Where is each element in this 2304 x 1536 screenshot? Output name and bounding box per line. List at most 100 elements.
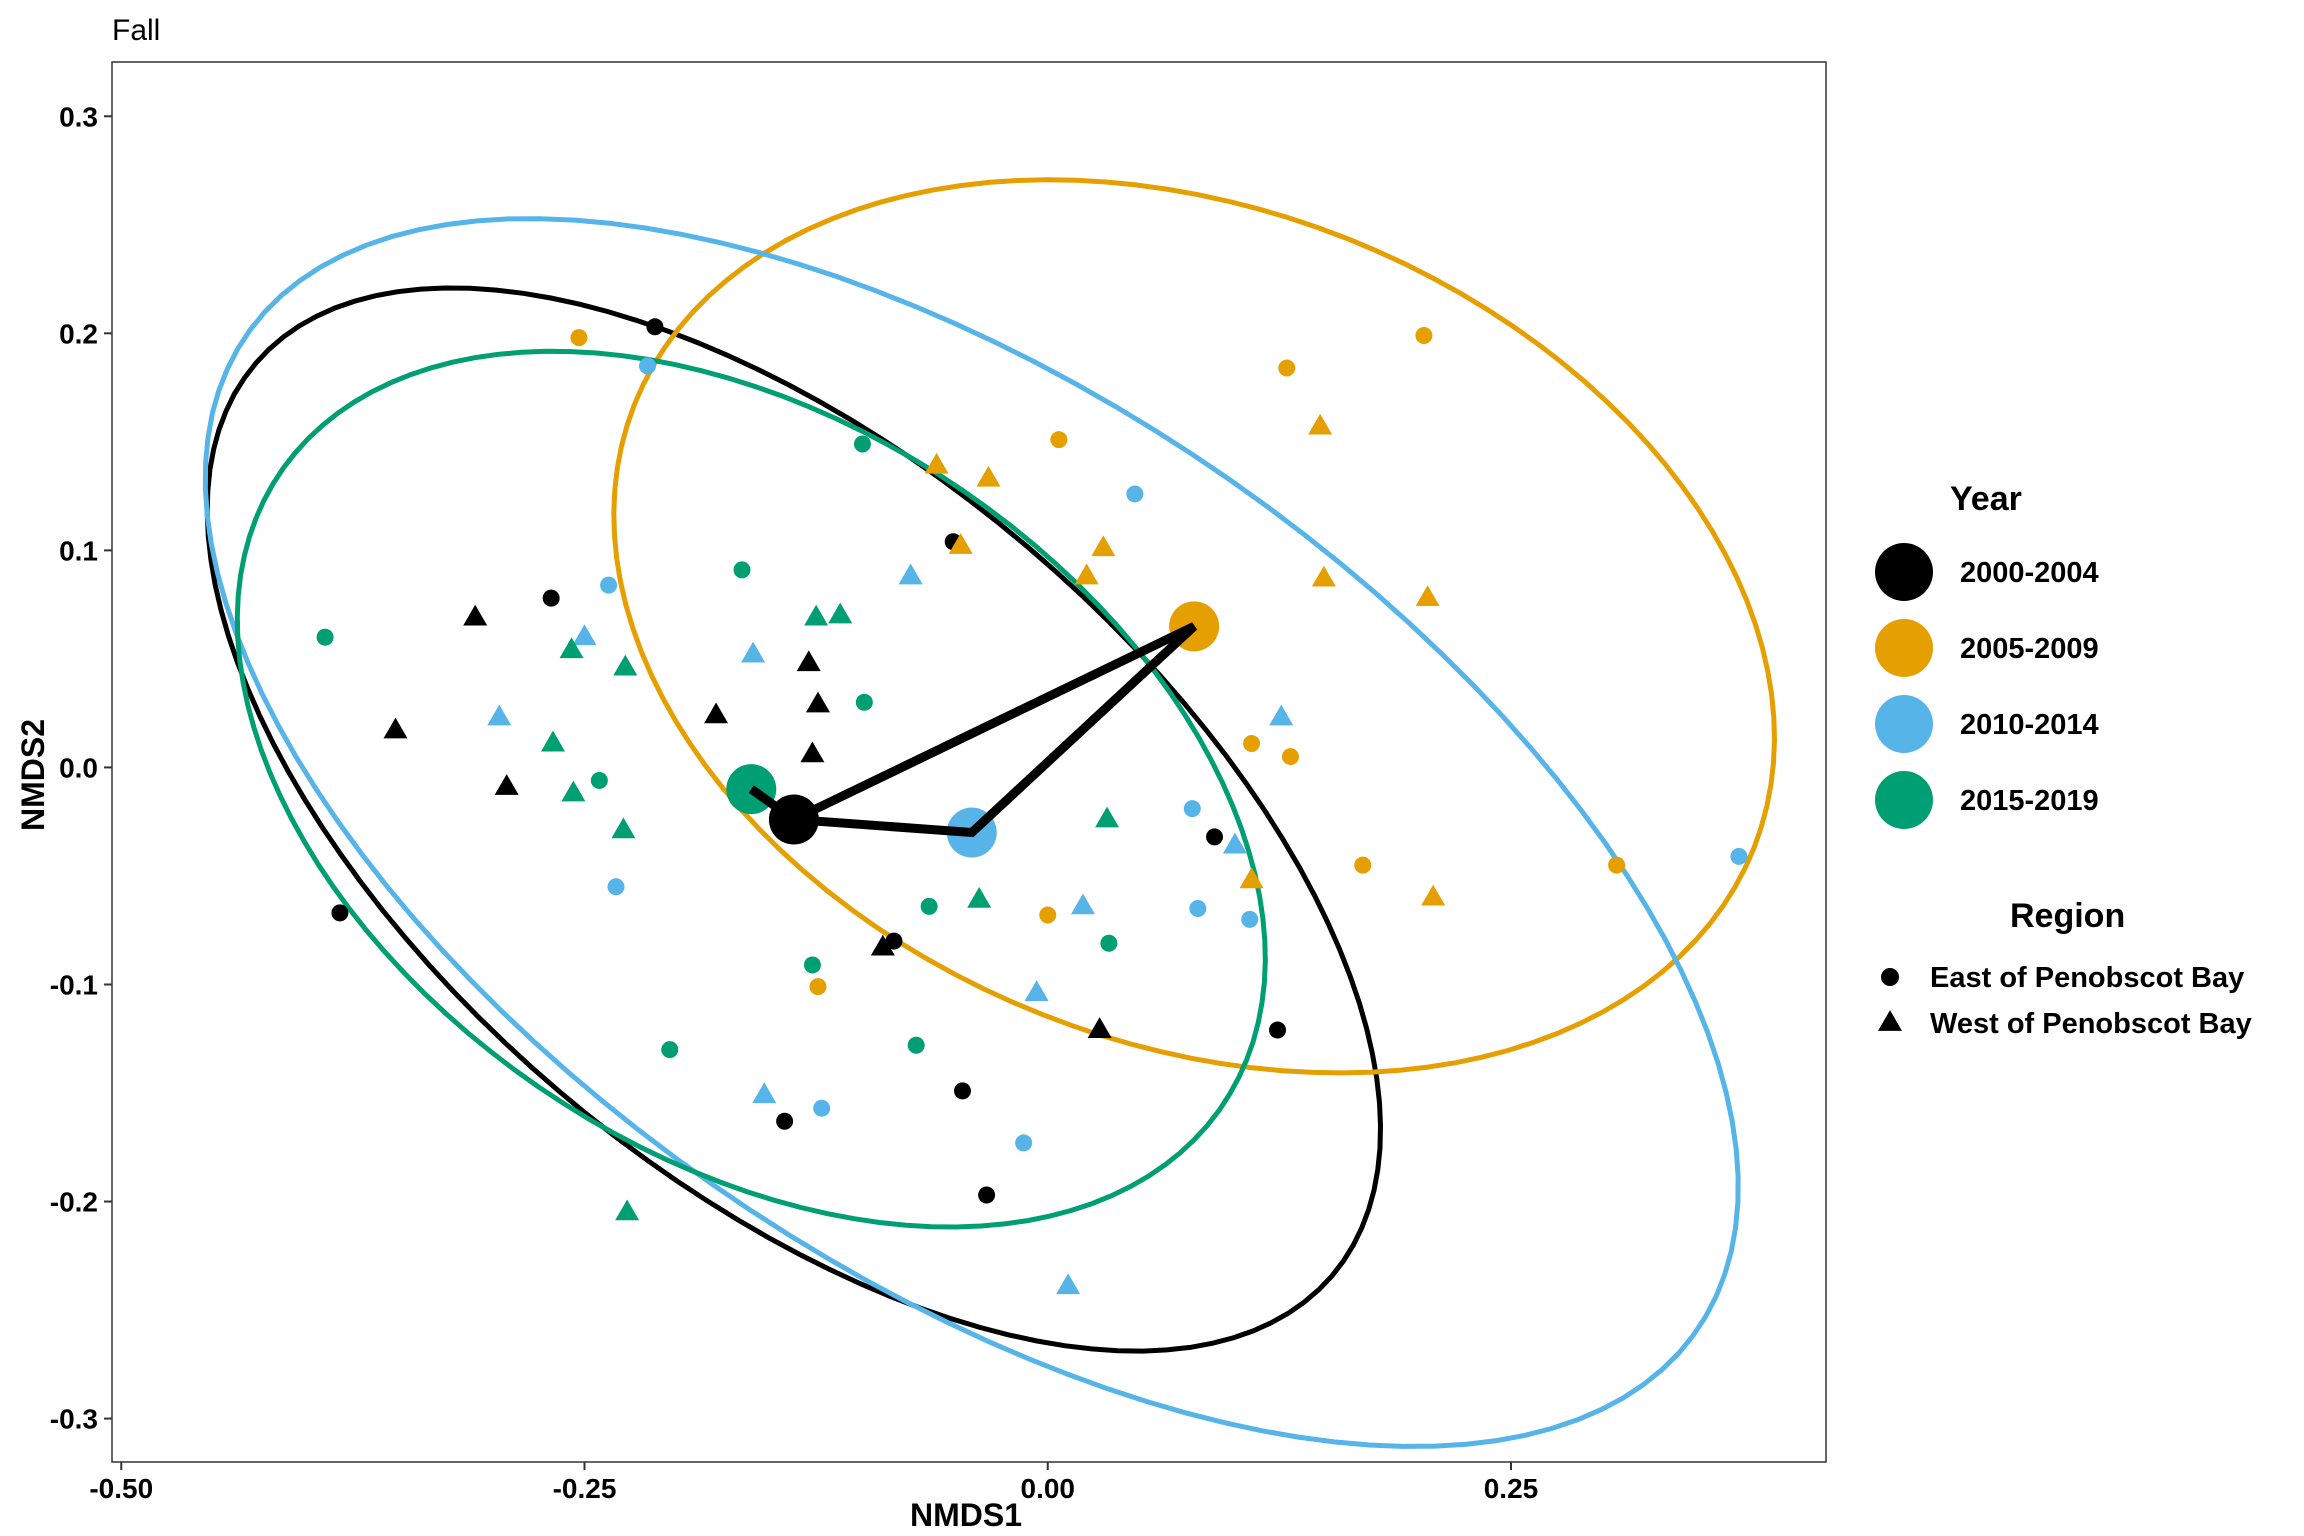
point-east (885, 932, 903, 950)
legend: Year 2000-2004 2005-2009 2010-2014 2015-2019… (1875, 480, 2252, 1040)
point-east (600, 576, 618, 594)
region-legend-key (1878, 1010, 1902, 1031)
point-west (1024, 980, 1049, 1002)
point-east (954, 1082, 972, 1100)
ellipse-2015-2019 (234, 348, 1268, 1230)
point-west (898, 563, 923, 585)
y-tick-label: 0.1 (59, 535, 98, 566)
year-legend-label: 2005-2009 (1960, 633, 2099, 665)
year-legend-title: Year (1950, 480, 2022, 518)
point-east (646, 318, 664, 336)
point-west (1056, 1273, 1081, 1295)
point-east (1183, 800, 1201, 818)
point-east (1608, 856, 1626, 874)
point-east (1100, 934, 1118, 952)
point-east (1243, 735, 1261, 753)
plot-title: Fall (112, 14, 160, 47)
point-west (1415, 585, 1440, 607)
point-west (924, 452, 949, 474)
ellipse-2010-2014 (202, 216, 1741, 1449)
point-west (572, 624, 597, 646)
point-west (463, 604, 488, 626)
point-east (803, 956, 821, 974)
point-east (639, 357, 657, 375)
point-east (855, 693, 873, 711)
region-legend-title: Region (2010, 897, 2125, 935)
x-tick-label: -0.25 (553, 1473, 617, 1504)
y-tick-label: -0.1 (50, 969, 98, 1000)
year-legend-key (1875, 695, 1933, 753)
point-east (570, 329, 588, 347)
point-east (1269, 1021, 1287, 1039)
point-west (1269, 704, 1294, 726)
point-west (541, 730, 566, 752)
point-east (733, 561, 751, 579)
plot-area (111, 61, 1827, 1463)
year-legend-key (1875, 771, 1933, 829)
panel-border (111, 61, 1827, 1463)
point-east (1050, 431, 1068, 449)
x-tick-label: -0.50 (89, 1473, 153, 1504)
point-west (967, 886, 992, 908)
point-east (1126, 485, 1144, 503)
point-west (613, 654, 638, 676)
y-axis: 0.3 0.2 0.1 0.0 -0.1 -0.2 -0.3 (50, 101, 112, 1435)
point-east (907, 1036, 925, 1054)
point-east (920, 897, 938, 915)
point-east (1015, 1134, 1033, 1152)
point-west (559, 637, 584, 659)
point-east (661, 1041, 679, 1059)
ellipse-2005-2009 (611, 177, 1778, 1076)
point-west (561, 780, 586, 802)
point-east (1730, 847, 1748, 865)
x-axis-title: NMDS1 (910, 1497, 1022, 1533)
point-east (809, 978, 827, 996)
point-west (752, 1082, 777, 1104)
point-west (976, 465, 1001, 487)
point-west (1091, 535, 1116, 557)
point-west (704, 702, 729, 724)
region-legend-key (1881, 968, 1899, 986)
region-legend-label: West of Penobscot Bay (1930, 1008, 2252, 1040)
point-west (1311, 565, 1336, 587)
point-west (741, 641, 766, 663)
point-west (383, 717, 408, 739)
point-west (1308, 413, 1333, 435)
point-west (1070, 893, 1095, 915)
year-legend-label: 2000-2004 (1960, 557, 2099, 589)
point-east (1415, 326, 1433, 344)
point-east (1189, 900, 1207, 918)
point-west (804, 604, 829, 626)
x-axis: -0.50 -0.25 0.00 0.25 (89, 1462, 1538, 1504)
point-west (828, 602, 853, 624)
y-tick-label: 0.0 (59, 752, 98, 783)
centroid-path (748, 622, 1198, 838)
year-legend-key (1875, 619, 1933, 677)
year-legend-label: 2015-2019 (1960, 785, 2099, 817)
point-west (1095, 806, 1120, 828)
point-west (800, 741, 825, 763)
point-east (978, 1186, 996, 1204)
point-west (1421, 884, 1446, 906)
point-west (1239, 867, 1264, 889)
point-east (1354, 856, 1372, 874)
y-axis-title: NMDS2 (15, 719, 51, 831)
point-east (1278, 359, 1296, 377)
point-west (615, 1199, 640, 1221)
point-west (487, 704, 512, 726)
point-west (948, 533, 973, 554)
year-legend-label: 2010-2014 (1960, 709, 2099, 741)
x-tick-label: 0.25 (1484, 1473, 1539, 1504)
y-tick-label: -0.3 (50, 1404, 98, 1435)
point-west (611, 817, 636, 839)
point-east (1206, 828, 1224, 846)
point-east (813, 1099, 831, 1117)
point-west (1222, 832, 1247, 854)
point-west (494, 774, 519, 795)
point-east (776, 1112, 794, 1130)
point-west (805, 691, 830, 713)
y-tick-label: -0.2 (50, 1187, 98, 1218)
point-east (542, 589, 560, 607)
region-legend-label: East of Penobscot Bay (1930, 962, 2244, 994)
